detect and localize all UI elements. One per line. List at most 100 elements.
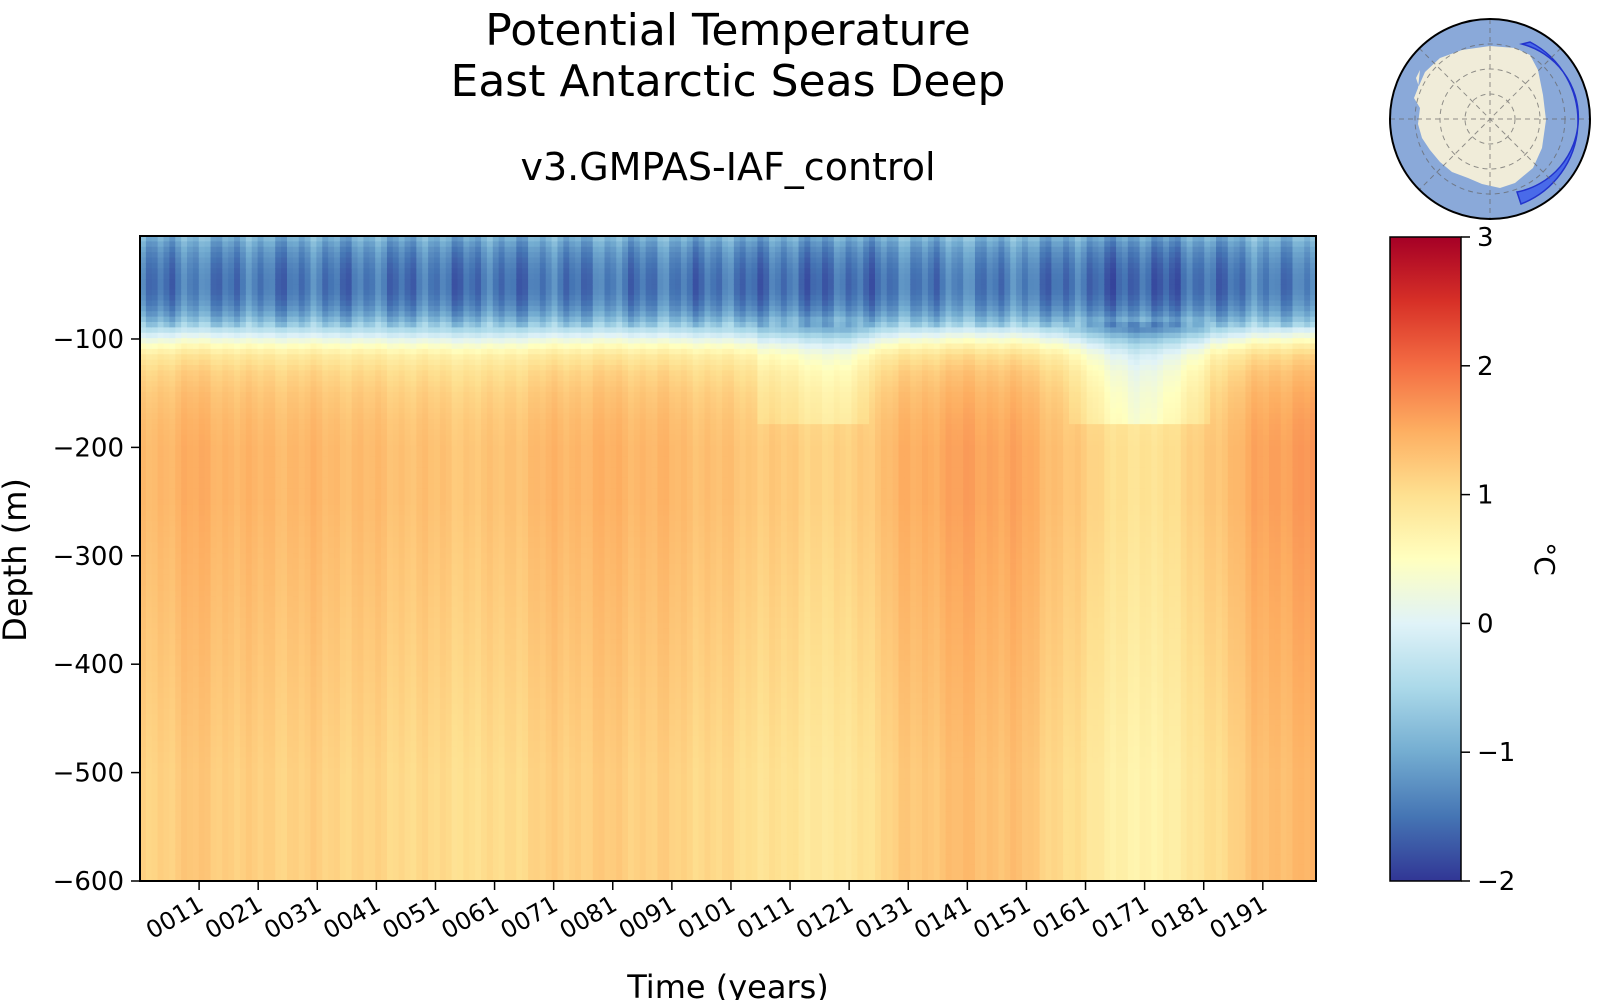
heatmap-cell bbox=[169, 236, 176, 242]
heatmap-cell bbox=[239, 526, 247, 533]
heatmap-cell bbox=[163, 698, 170, 705]
heatmap-cell bbox=[263, 762, 270, 769]
heatmap-cell bbox=[216, 537, 223, 543]
heatmap-cell bbox=[328, 644, 335, 651]
heatmap-cell bbox=[339, 805, 347, 812]
heatmap-cell bbox=[328, 617, 335, 624]
heatmap-cell bbox=[216, 725, 223, 732]
heatmap-cell bbox=[145, 440, 153, 447]
heatmap-cell bbox=[210, 300, 218, 307]
heatmap-cell bbox=[363, 789, 370, 796]
heatmap-cell bbox=[351, 445, 359, 452]
heatmap-cell bbox=[210, 558, 218, 565]
heatmap-cell bbox=[381, 279, 388, 285]
heatmap-cell bbox=[322, 391, 329, 398]
heatmap-cell bbox=[181, 257, 188, 264]
heatmap-cell bbox=[328, 434, 335, 441]
heatmap-cell bbox=[263, 236, 270, 242]
heatmap-cell bbox=[316, 236, 323, 242]
heatmap-cell bbox=[275, 644, 282, 651]
heatmap-cell bbox=[181, 735, 188, 742]
heatmap-cell bbox=[216, 773, 223, 780]
heatmap-cell bbox=[263, 451, 270, 457]
heatmap-cell bbox=[210, 676, 218, 683]
heatmap-cell bbox=[210, 709, 218, 715]
heatmap-cell bbox=[251, 639, 259, 646]
heatmap-cell bbox=[169, 778, 176, 785]
heatmap-cell bbox=[251, 778, 259, 785]
heatmap-cell bbox=[334, 875, 341, 882]
heatmap-cell bbox=[263, 375, 270, 382]
heatmap-cell bbox=[263, 660, 270, 667]
heatmap-cell bbox=[251, 725, 259, 732]
heatmap-cell bbox=[375, 709, 382, 715]
heatmap-cell bbox=[257, 418, 265, 425]
heatmap-cell bbox=[345, 300, 353, 307]
heatmap-cell bbox=[204, 510, 212, 517]
heatmap-cell bbox=[198, 279, 206, 285]
heatmap-cell bbox=[234, 424, 241, 431]
heatmap-cell bbox=[204, 311, 212, 318]
heatmap-cell bbox=[304, 477, 312, 484]
heatmap-cell bbox=[322, 402, 329, 409]
heatmap-cell bbox=[369, 735, 376, 742]
heatmap-cell bbox=[322, 381, 329, 388]
heatmap-cell bbox=[169, 773, 176, 780]
heatmap-cell bbox=[239, 617, 247, 624]
heatmap-cell bbox=[363, 778, 370, 785]
heatmap-cell bbox=[281, 402, 288, 409]
heatmap-cell bbox=[163, 252, 170, 259]
heatmap-cell bbox=[287, 843, 294, 850]
heatmap-cell bbox=[140, 494, 147, 500]
heatmap-cell bbox=[198, 456, 206, 463]
heatmap-cell bbox=[157, 359, 165, 366]
heatmap-cell bbox=[281, 692, 288, 699]
heatmap-cell bbox=[345, 295, 353, 302]
heatmap-cell bbox=[304, 488, 312, 495]
heatmap-cell bbox=[169, 440, 176, 447]
heatmap-cell bbox=[304, 778, 312, 785]
heatmap-cell bbox=[151, 370, 159, 377]
heatmap-cell bbox=[292, 660, 300, 667]
heatmap-cell bbox=[245, 408, 253, 414]
heatmap-cell bbox=[257, 520, 265, 527]
heatmap-cell bbox=[169, 639, 176, 646]
heatmap-cell bbox=[222, 854, 229, 861]
heatmap-cell bbox=[228, 838, 235, 844]
heatmap-cell bbox=[145, 381, 153, 388]
heatmap-cell bbox=[263, 408, 270, 414]
heatmap-cell bbox=[163, 429, 170, 436]
heatmap-cell bbox=[363, 338, 370, 345]
heatmap-cell bbox=[245, 800, 253, 807]
heatmap-cell bbox=[292, 623, 300, 629]
heatmap-cell bbox=[322, 795, 329, 801]
heatmap-cell bbox=[157, 703, 165, 710]
heatmap-cell bbox=[151, 805, 159, 812]
heatmap-cell bbox=[181, 789, 188, 796]
heatmap-cell bbox=[222, 499, 229, 506]
heatmap-cell bbox=[251, 655, 259, 662]
heatmap-cell bbox=[287, 467, 294, 474]
heatmap-cell bbox=[222, 365, 229, 371]
heatmap-cell bbox=[310, 864, 317, 871]
heatmap-cell bbox=[245, 660, 253, 667]
heatmap-cell bbox=[145, 859, 153, 866]
heatmap-cell bbox=[357, 526, 365, 533]
heatmap-cell bbox=[375, 623, 382, 629]
heatmap-cell bbox=[339, 295, 347, 302]
heatmap-cell bbox=[140, 300, 147, 307]
heatmap-cell bbox=[245, 778, 253, 785]
heatmap-cell bbox=[369, 870, 376, 877]
heatmap-cell bbox=[204, 391, 212, 398]
heatmap-cell bbox=[187, 843, 194, 850]
heatmap-cell bbox=[216, 279, 223, 285]
heatmap-cell bbox=[292, 569, 300, 576]
heatmap-cell bbox=[163, 241, 170, 248]
heatmap-cell bbox=[234, 805, 241, 812]
heatmap-cell bbox=[245, 633, 253, 640]
heatmap-cell bbox=[369, 768, 376, 775]
heatmap-cell bbox=[304, 757, 312, 764]
heatmap-cell bbox=[222, 676, 229, 683]
heatmap-cell bbox=[228, 590, 235, 597]
heatmap-cell bbox=[375, 504, 382, 511]
